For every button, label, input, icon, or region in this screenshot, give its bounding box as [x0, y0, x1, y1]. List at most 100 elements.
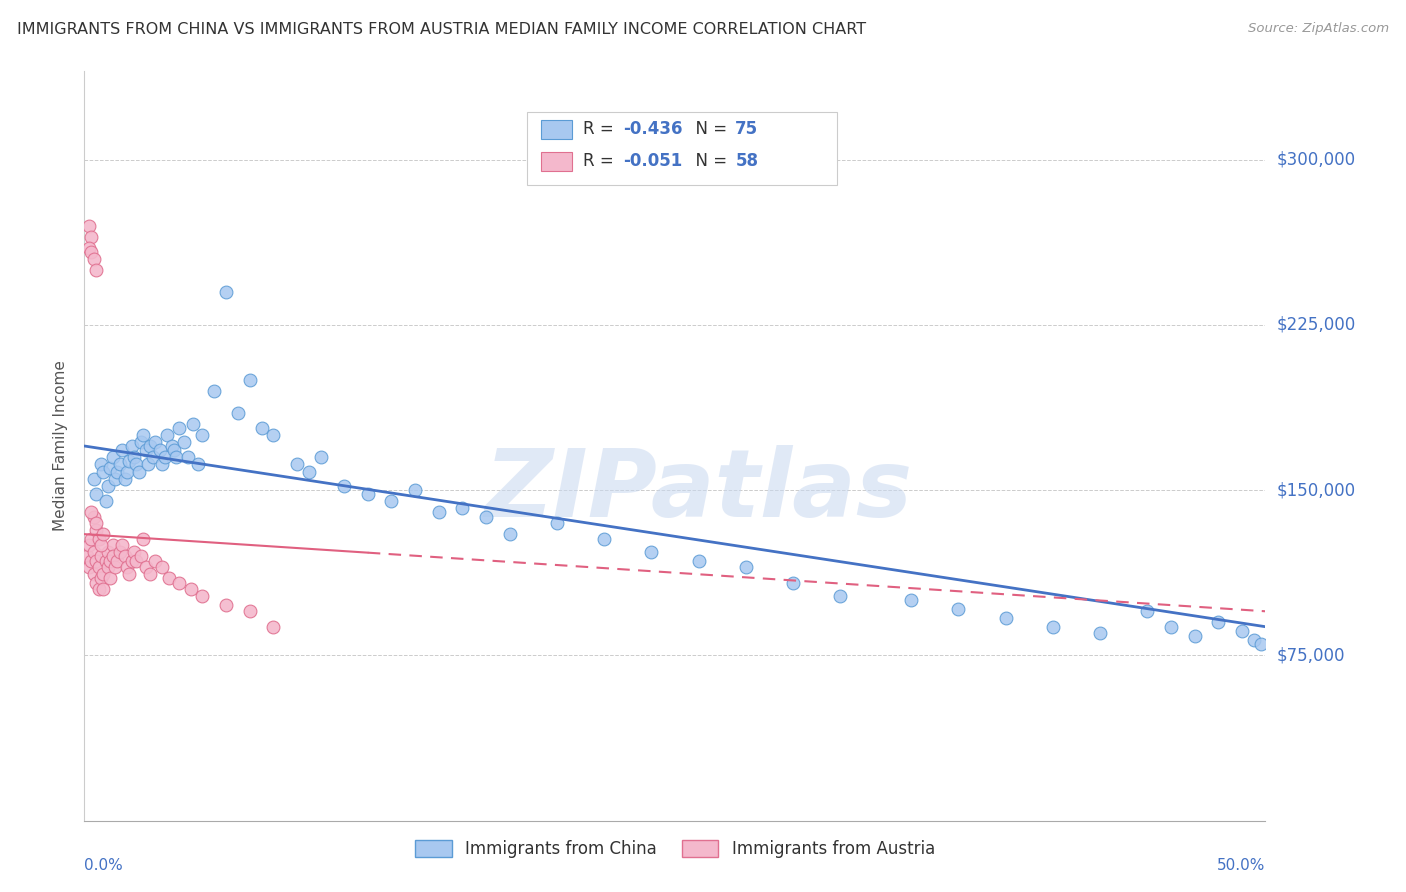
Point — [139, 566, 162, 581]
Point — [333, 478, 356, 492]
Point — [98, 553, 121, 567]
Point — [150, 457, 173, 471]
Point — [191, 428, 214, 442]
Point — [104, 560, 127, 574]
Point — [121, 553, 143, 567]
Point — [84, 487, 107, 501]
Point — [132, 532, 155, 546]
Point — [404, 483, 426, 497]
Point — [97, 545, 120, 559]
Point — [451, 500, 474, 515]
Point — [143, 553, 166, 567]
Y-axis label: Median Family Income: Median Family Income — [53, 360, 69, 532]
Point — [91, 527, 114, 541]
Point — [83, 472, 105, 486]
Point — [285, 457, 308, 471]
Point — [142, 450, 165, 464]
Point — [107, 466, 129, 480]
Point — [77, 538, 100, 552]
Point — [298, 466, 321, 480]
Point — [167, 575, 190, 590]
Point — [160, 439, 183, 453]
Point — [111, 443, 134, 458]
Point — [94, 494, 117, 508]
Text: 0.0%: 0.0% — [84, 858, 124, 873]
Point — [97, 478, 120, 492]
Point — [546, 516, 568, 530]
Point — [77, 219, 100, 233]
Text: $300,000: $300,000 — [1277, 151, 1355, 169]
Point — [167, 421, 190, 435]
Point — [97, 560, 120, 574]
Point — [80, 553, 103, 567]
Point — [427, 505, 450, 519]
Point — [118, 454, 141, 468]
Point — [1230, 624, 1253, 639]
Point — [262, 620, 284, 634]
Point — [98, 461, 121, 475]
Point — [1250, 637, 1272, 651]
Legend: Immigrants from China, Immigrants from Austria: Immigrants from China, Immigrants from A… — [408, 833, 942, 864]
Point — [180, 582, 202, 597]
Point — [94, 553, 117, 567]
Point — [83, 509, 105, 524]
Point — [593, 532, 616, 546]
Point — [83, 252, 105, 266]
Point — [118, 566, 141, 581]
Point — [132, 428, 155, 442]
Point — [114, 472, 136, 486]
Point — [76, 549, 98, 564]
Point — [80, 229, 103, 244]
Point — [734, 560, 756, 574]
Text: N =: N = — [685, 120, 733, 138]
Text: Source: ZipAtlas.com: Source: ZipAtlas.com — [1249, 22, 1389, 36]
Point — [215, 598, 238, 612]
Point — [98, 571, 121, 585]
Point — [380, 494, 402, 508]
Point — [157, 571, 180, 585]
Point — [357, 487, 380, 501]
Point — [80, 245, 103, 260]
Point — [84, 523, 107, 537]
Text: 50.0%: 50.0% — [1218, 858, 1265, 873]
Point — [173, 434, 195, 449]
Point — [114, 549, 136, 564]
Point — [90, 457, 112, 471]
Point — [226, 406, 249, 420]
Point — [101, 450, 124, 464]
Point — [156, 428, 179, 442]
Point — [101, 538, 124, 552]
Point — [143, 434, 166, 449]
Point — [77, 241, 100, 255]
Point — [202, 384, 225, 398]
Point — [128, 466, 150, 480]
Point — [87, 532, 110, 546]
Point — [84, 516, 107, 530]
Point — [125, 457, 148, 471]
Text: N =: N = — [685, 153, 733, 170]
Point — [309, 450, 332, 464]
Point — [83, 545, 105, 559]
Text: R =: R = — [583, 120, 620, 138]
Point — [125, 553, 148, 567]
Point — [498, 527, 520, 541]
Point — [136, 457, 159, 471]
Point — [129, 549, 152, 564]
Point — [177, 450, 200, 464]
Point — [948, 602, 970, 616]
Point — [115, 560, 138, 574]
Point — [187, 457, 209, 471]
Point — [90, 571, 112, 585]
Point — [250, 421, 273, 435]
Point — [91, 466, 114, 480]
Point — [1160, 620, 1182, 634]
Point — [475, 509, 498, 524]
Text: ZIPatlas: ZIPatlas — [485, 445, 912, 537]
Point — [108, 545, 131, 559]
Point — [830, 589, 852, 603]
Point — [191, 589, 214, 603]
Point — [640, 545, 662, 559]
Point — [111, 538, 134, 552]
Point — [115, 466, 138, 480]
Text: R =: R = — [583, 153, 620, 170]
